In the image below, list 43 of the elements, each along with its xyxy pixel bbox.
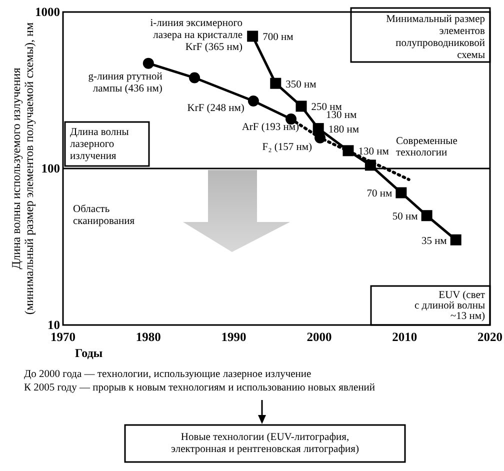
annotation: Длина волны лазерного излучения xyxy=(70,127,129,162)
point xyxy=(247,30,258,42)
data-label: 35 нм xyxy=(421,236,448,247)
x-tick-label: 1980 xyxy=(136,330,161,344)
annotation: i-линия эксимерного лазера на кристалле KrF (365 нм) xyxy=(150,18,244,53)
text: Новые технологии (EUV-литография, электронная и рентгеновская литография) xyxy=(171,432,360,455)
point xyxy=(364,160,376,171)
point xyxy=(450,234,462,246)
annotation: g-линия ртутной лампы (436 нм) xyxy=(88,71,163,94)
data-label: 350 нм xyxy=(286,79,317,90)
point xyxy=(296,100,307,112)
data-label: 700 нм xyxy=(262,32,294,44)
point xyxy=(189,72,200,84)
x-axis-title: Годы xyxy=(75,346,104,360)
x-tick-label: 1970 xyxy=(50,330,76,344)
y-tick-label: 100 xyxy=(41,162,60,176)
annotation: EUV (свет с длиной волны ~13 нм) xyxy=(414,290,486,322)
point xyxy=(142,58,154,69)
data-label: 50 нм xyxy=(392,212,418,223)
x-tick-label: 1990 xyxy=(221,330,246,344)
y-tick-label: 10 xyxy=(48,318,60,332)
annotation: Область сканирования xyxy=(73,204,135,227)
y-axis-title: Длина волны используемого излучения (минимальный размер элементов получаемой схемы), нм xyxy=(9,22,36,315)
y-tick-label: 1000 xyxy=(35,5,60,19)
annotation: KrF (248 нм) xyxy=(187,102,245,114)
point xyxy=(342,145,354,156)
annotation: Современные технологии xyxy=(396,136,458,158)
x-tick-label: 2020 xyxy=(478,330,502,344)
data-label: 130 нм xyxy=(358,146,390,158)
annotation: 130 нм xyxy=(326,110,357,121)
data-label: 180 нм xyxy=(328,124,360,136)
point xyxy=(248,95,259,106)
point xyxy=(396,187,407,198)
x-tick-label: 2010 xyxy=(392,330,418,344)
point xyxy=(312,123,324,134)
annotation: F₂ (157 нм) xyxy=(262,142,313,153)
annotation: Минимальный размер элементов полупроводниковой схемы xyxy=(386,14,486,61)
x-tick-label: 2000 xyxy=(306,330,332,344)
text: До 2000 года — технологии, использующие лазерное излучение К 2005 году — прорыв к новым технологиям и использованию новых явлений xyxy=(24,369,376,394)
data-label: 70 нм xyxy=(366,188,393,200)
point xyxy=(270,78,282,89)
point xyxy=(421,210,432,222)
annotation: ArF (193 нм) xyxy=(242,122,300,134)
